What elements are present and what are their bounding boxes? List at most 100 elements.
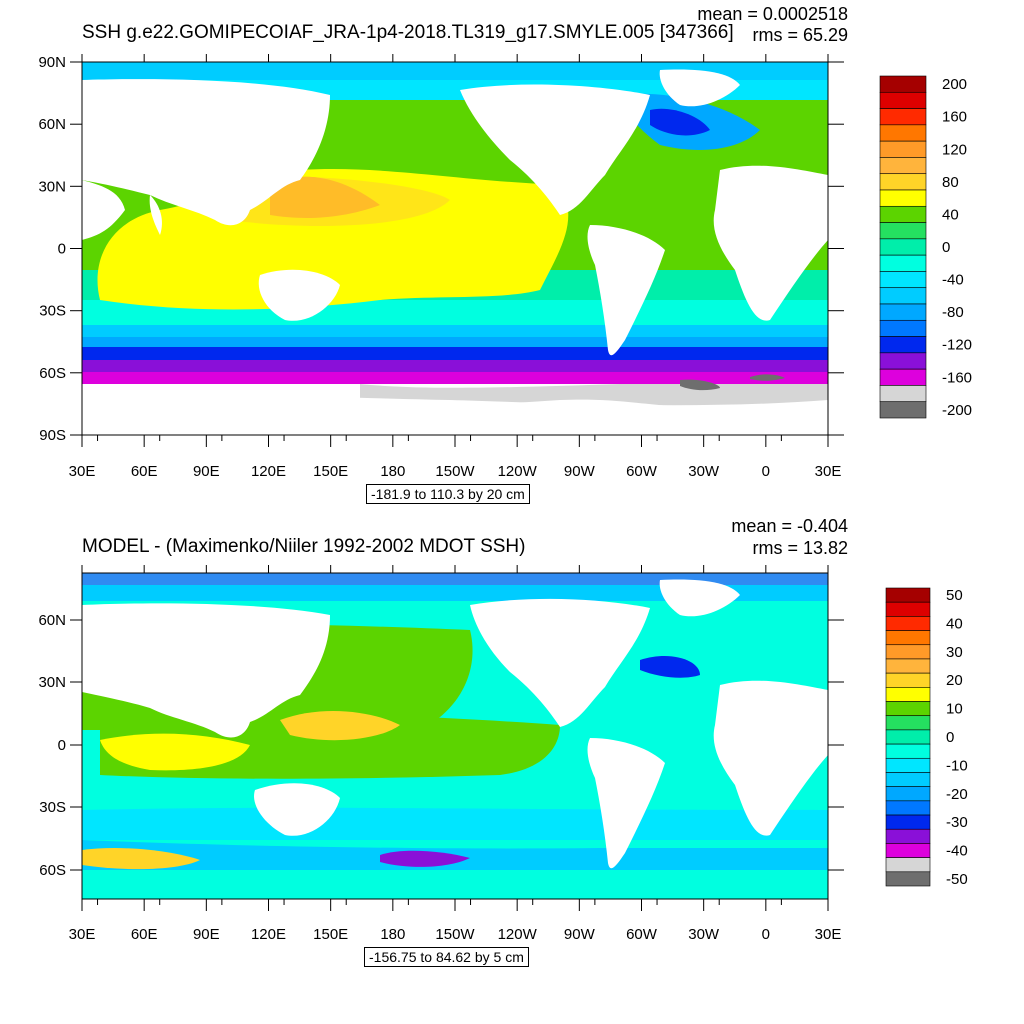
colorbar-swatch <box>879 336 927 354</box>
rms-label: rms = 13.82 <box>752 538 848 558</box>
map-axes: 30E 60E 90E 120E 150E 180 150W 120W 90W 60W 30W 0 30… <box>38 54 844 480</box>
lon-tick-label: 30W <box>688 463 720 480</box>
colorbar-label: -80 <box>942 304 964 321</box>
lat-tick-label: 30S <box>39 799 66 816</box>
lon-tick-label: 120E <box>251 463 286 480</box>
colorbar-swatch <box>885 630 931 646</box>
ssh-map: 30E 60E 90E 120E 150E 180 150W 120W 90W 60W 30W 0 30… <box>38 54 972 480</box>
lon-tick-label: 90W <box>564 926 596 943</box>
rms-label: rms = 65.29 <box>752 25 848 45</box>
colorbar-swatch <box>879 189 927 207</box>
colorbar-label: -40 <box>946 843 968 860</box>
lon-tick-label: 90W <box>564 463 596 480</box>
colorbar-swatch <box>879 205 927 223</box>
lon-tick-label: 30E <box>69 926 96 943</box>
colorbar-label: -50 <box>946 871 968 888</box>
ssh-model-panel: SSH g.e22.GOMIPECOIAF_JRA-1p4-2018.TL319… <box>0 0 1024 510</box>
ssh-field <box>82 62 828 435</box>
colorbar-swatch <box>879 157 927 175</box>
lon-tick-label: 90E <box>193 463 220 480</box>
colorbar-swatch <box>885 672 931 688</box>
model-minus-obs-panel: MODEL - (Maximenko/Niiler 1992-2002 MDOT… <box>0 510 1024 1020</box>
lon-tick-label: 60W <box>626 463 658 480</box>
colorbar-label: 20 <box>946 672 963 689</box>
colorbar-swatch <box>885 828 931 844</box>
colorbar-swatch <box>879 140 927 158</box>
colorbar-swatch <box>885 616 931 631</box>
lon-tick-label: 30W <box>688 926 720 943</box>
colorbar-label: -20 <box>946 786 968 803</box>
mean-label: mean = 0.0002518 <box>697 4 848 24</box>
lon-tick-label: 150E <box>313 463 348 480</box>
colorbar-swatch <box>885 871 931 887</box>
colorbar-swatch <box>885 843 931 858</box>
colorbar-swatch <box>879 173 927 191</box>
colorbar-swatch <box>879 401 927 419</box>
colorbar-swatch <box>879 385 927 403</box>
lat-tick-label: 90S <box>39 427 66 444</box>
lon-tick-label: 180 <box>380 926 405 943</box>
map-axes: 30E 60E 90E 120E 150E 180 150W 120W 90W 60W 30W 0 30… <box>38 565 844 943</box>
colorbar-swatch <box>885 701 931 717</box>
colorbar-label: 160 <box>942 109 967 126</box>
colorbar-swatch <box>879 222 927 240</box>
colorbar-label: -30 <box>946 814 968 831</box>
colorbar-label: -200 <box>942 402 972 419</box>
lon-tick-label: 30E <box>815 926 842 943</box>
colorbar-swatch <box>879 238 927 256</box>
colorbar-swatch <box>885 601 931 617</box>
colorbar-swatch <box>879 91 927 109</box>
lon-tick-label: 120W <box>498 463 538 480</box>
colorbar-label: 10 <box>946 701 963 718</box>
colorbar-label: 200 <box>942 76 967 93</box>
colorbar-swatch <box>885 729 931 745</box>
colorbar-label: 40 <box>946 615 963 632</box>
colorbar-label: 40 <box>942 206 959 223</box>
colorbar-label: 50 <box>946 587 963 604</box>
lat-tick-label: 90N <box>38 54 66 71</box>
lat-tick-label: 30N <box>38 674 66 691</box>
colorbar-swatch <box>879 75 927 93</box>
panel-title: MODEL - (Maximenko/Niiler 1992-2002 MDOT… <box>82 536 526 557</box>
lon-tick-label: 90E <box>193 926 220 943</box>
colorbar-swatch <box>879 287 927 305</box>
lat-tick-label: 30N <box>38 178 66 195</box>
panel-title: SSH g.e22.GOMIPECOIAF_JRA-1p4-2018.TL319… <box>82 22 734 43</box>
colorbar-label: -40 <box>942 272 964 289</box>
colorbar-swatch <box>885 587 931 603</box>
lon-tick-label: 150W <box>435 926 475 943</box>
colorbar-swatch <box>879 124 927 142</box>
colorbar-label: -10 <box>946 757 968 774</box>
lon-tick-label: 60E <box>131 463 158 480</box>
colorbar-swatch <box>885 857 931 873</box>
lon-tick-label: 120E <box>251 926 286 943</box>
colorbar-label: -120 <box>942 337 972 354</box>
lon-tick-label: 150E <box>313 926 348 943</box>
colorbar-swatch <box>885 757 931 773</box>
lat-tick-label: 60S <box>39 862 66 879</box>
lat-tick-label: 60S <box>39 365 66 382</box>
colorbar-swatch <box>879 271 927 289</box>
colorbar-label: -160 <box>942 369 972 386</box>
colorbar-swatch <box>885 644 931 660</box>
lat-tick-label: 0 <box>58 737 66 754</box>
colorbar-swatch <box>879 368 927 386</box>
lon-tick-label: 180 <box>380 463 405 480</box>
lon-tick-label: 60W <box>626 926 658 943</box>
colorbar-swatch <box>885 786 931 802</box>
colorbar-swatch <box>879 319 927 337</box>
colorbar-label: 80 <box>942 174 959 191</box>
lon-tick-label: 60E <box>131 926 158 943</box>
colorbar-swatch <box>885 800 931 816</box>
mean-label: mean = -0.404 <box>731 516 848 536</box>
colorbar-swatch <box>885 743 931 759</box>
colorbar-swatch <box>885 687 931 702</box>
colorbar-swatch <box>885 772 931 787</box>
colorbar-swatch <box>879 108 927 126</box>
lat-tick-label: 0 <box>58 241 66 258</box>
lat-tick-label: 30S <box>39 303 66 320</box>
colorbar: 200 160 120 80 40 0 -40 -80 -120 -160 -200 <box>879 75 972 419</box>
colorbar-swatch <box>879 254 927 272</box>
colorbar-label: 120 <box>942 141 967 158</box>
colorbar-swatch <box>879 303 927 321</box>
